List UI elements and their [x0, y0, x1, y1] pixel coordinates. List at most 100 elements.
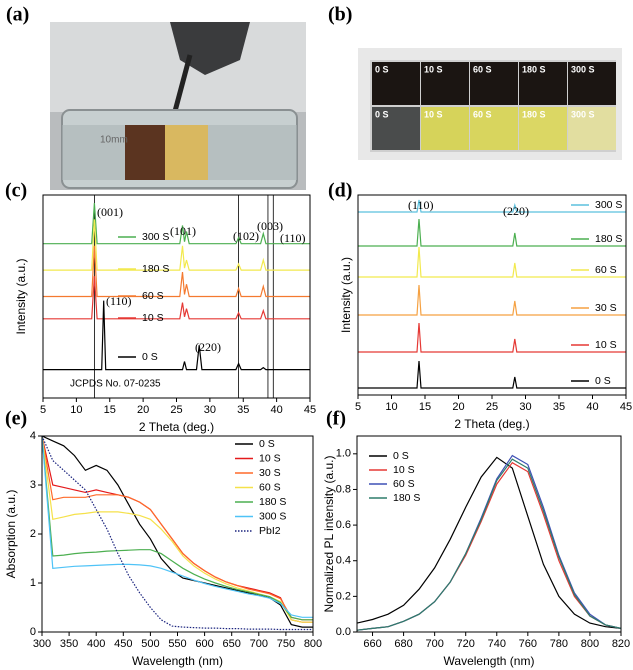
- x-tick-label: 10: [385, 401, 397, 413]
- film-tile: [372, 107, 420, 150]
- legend-label: 300 S: [595, 199, 622, 211]
- peak-annotation: (102): [233, 229, 259, 243]
- legend-label: 60 S: [393, 478, 415, 490]
- x-tick-label: 700: [425, 638, 443, 650]
- legend-label: 30 S: [259, 467, 281, 479]
- x-tick-label: 450: [114, 638, 132, 650]
- x-tick-label: 40: [271, 404, 283, 416]
- x-tick-label: 800: [304, 638, 322, 650]
- data-line: [43, 245, 310, 298]
- y-tick-label: 0.6: [336, 519, 351, 531]
- film-tile: [470, 107, 518, 150]
- x-tick-label: 10: [70, 404, 82, 416]
- x-tick-label: 680: [394, 638, 412, 650]
- x-tick-label: 800: [581, 638, 599, 650]
- y-tick-label: 0: [30, 626, 36, 638]
- peak-annotation: (001): [97, 205, 123, 219]
- legend-label: 0 S: [595, 375, 611, 387]
- plot-frame: [42, 194, 311, 399]
- peak-annotation: (220): [195, 340, 221, 354]
- data-line: [358, 199, 626, 213]
- panel-label: (b): [328, 4, 352, 26]
- reference-label: JCPDS No. 07-0235: [70, 379, 161, 390]
- x-tick-label: 700: [250, 638, 268, 650]
- data-line: [42, 436, 313, 621]
- y-tick-label: 1: [30, 577, 36, 589]
- tile-label: 300 S: [571, 64, 595, 74]
- legend-label: PbI2: [259, 525, 281, 537]
- legend-label: 30 S: [595, 302, 617, 314]
- x-tick-label: 660: [363, 638, 381, 650]
- panel-label: (d): [328, 180, 352, 202]
- tile-label: 10 S: [424, 64, 443, 74]
- peak-annotation: (003): [257, 219, 283, 233]
- x-tick-label: 550: [168, 638, 186, 650]
- film-tile: [519, 62, 567, 105]
- x-tick-label: 5: [40, 404, 46, 416]
- x-tick-label: 740: [488, 638, 506, 650]
- x-tick-label: 40: [586, 401, 598, 413]
- x-tick-label: 780: [550, 638, 568, 650]
- tile-label: 180 S: [522, 109, 546, 119]
- x-tick-label: 300: [33, 638, 51, 650]
- data-line: [357, 458, 621, 631]
- data-line: [357, 456, 621, 629]
- data-line: [43, 203, 310, 245]
- tile-label: 180 S: [522, 64, 546, 74]
- peak-annotation: (110): [106, 294, 132, 308]
- legend-label: 10 S: [595, 339, 617, 351]
- x-tick-label: 30: [204, 404, 216, 416]
- x-axis-label: Wavelength (nm): [444, 654, 535, 668]
- tile-label: 60 S: [473, 64, 492, 74]
- x-tick-label: 760: [519, 638, 537, 650]
- panel-label: (f): [326, 408, 346, 430]
- y-tick-label: 0.8: [336, 483, 351, 495]
- x-tick-label: 20: [137, 404, 149, 416]
- data-line: [42, 436, 313, 631]
- y-tick-label: 0.2: [336, 590, 351, 602]
- tile-label: 0 S: [375, 109, 389, 119]
- plot-frame: [41, 435, 314, 633]
- x-tick-label: 25: [486, 401, 498, 413]
- x-tick-label: 750: [277, 638, 295, 650]
- x-axis-label: Wavelength (nm): [132, 654, 223, 668]
- film-tile: [421, 107, 469, 150]
- y-tick-label: 2: [30, 528, 36, 540]
- data-line: [43, 300, 310, 371]
- legend-label: 60 S: [595, 264, 617, 276]
- x-tick-label: 600: [195, 638, 213, 650]
- panel-label: (a): [6, 4, 29, 26]
- x-tick-label: 400: [87, 638, 105, 650]
- legend-label: 180 S: [259, 496, 286, 508]
- y-tick-label: 1.0: [336, 448, 351, 460]
- y-tick-label: 4: [30, 430, 36, 442]
- plot-frame: [356, 435, 622, 633]
- x-tick-label: 45: [304, 404, 316, 416]
- x-tick-label: 30: [519, 401, 531, 413]
- film-tile: [421, 62, 469, 105]
- y-axis-label: Absorption (a.u.): [4, 490, 18, 579]
- film-tile: [568, 107, 616, 150]
- legend-label: 180 S: [595, 233, 622, 245]
- plot-frame: [357, 194, 627, 396]
- x-tick-label: 720: [457, 638, 475, 650]
- data-line: [43, 276, 310, 320]
- x-tick-label: 35: [237, 404, 249, 416]
- tile-label: 60 S: [473, 109, 492, 119]
- legend-label: 0 S: [259, 438, 275, 450]
- legend-label: 0 S: [142, 351, 158, 363]
- film-tile: [470, 62, 518, 105]
- peak-annotation: (101): [170, 224, 196, 238]
- legend-label: 10 S: [142, 312, 164, 324]
- x-tick-label: 25: [170, 404, 182, 416]
- x-tick-label: 15: [104, 404, 116, 416]
- y-tick-label: 0.0: [336, 626, 351, 638]
- data-line: [358, 322, 626, 353]
- legend-label: 10 S: [259, 452, 281, 464]
- peak-annotation: (220): [503, 204, 529, 218]
- photo-text: 10mm: [100, 135, 128, 146]
- panel-label: (c): [5, 180, 27, 202]
- x-tick-label: 5: [355, 401, 361, 413]
- x-tick-label: 650: [223, 638, 241, 650]
